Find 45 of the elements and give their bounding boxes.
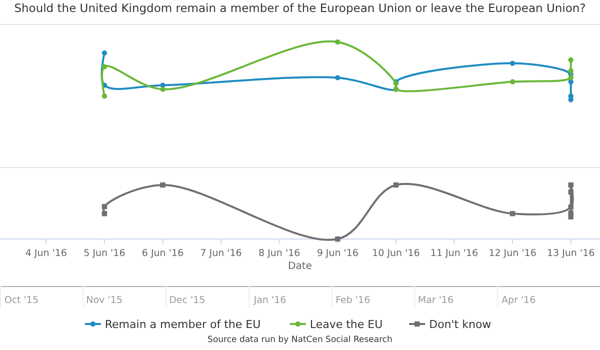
- x-axis-title: Date: [288, 261, 312, 272]
- point: [102, 204, 108, 210]
- chart-title: Should the United Kingdom remain a member of the European Union or leave the European Union?: [14, 1, 586, 15]
- point: [510, 60, 516, 66]
- point: [102, 94, 108, 99]
- x-tick-label: 9 Jun '16: [316, 248, 358, 259]
- point: [568, 214, 574, 220]
- x-tick-label: 4 Jun '16: [25, 248, 67, 259]
- point: [102, 64, 108, 70]
- point: [568, 57, 574, 62]
- x-tick-label: 12 Jun '16: [488, 248, 536, 259]
- point: [102, 211, 108, 216]
- category-label: Jan '16: [252, 295, 286, 306]
- source-note: Source data run by NatCen Social Research: [208, 335, 392, 345]
- point: [510, 79, 516, 84]
- point: [160, 86, 166, 92]
- point: [568, 189, 574, 195]
- category-label: Nov '15: [86, 295, 122, 306]
- point: [568, 68, 574, 74]
- point: [393, 182, 399, 188]
- point: [568, 75, 574, 80]
- point: [510, 211, 516, 216]
- legend-label: Don't know: [429, 318, 492, 331]
- category-label: Oct '15: [4, 295, 39, 306]
- point: [335, 236, 340, 242]
- x-tick-label: 11 Jun '16: [430, 248, 478, 259]
- point: [568, 204, 574, 210]
- category-label: Apr '16: [501, 295, 536, 306]
- point: [568, 182, 574, 188]
- x-tick-label: 6 Jun '16: [142, 248, 184, 259]
- point: [335, 75, 340, 80]
- x-tick-label: 5 Jun '16: [84, 248, 126, 259]
- point: [102, 50, 108, 56]
- category-label: Dec '15: [169, 295, 206, 306]
- category-label: Mar '16: [418, 295, 454, 306]
- legend-label: Remain a member of the EU: [104, 318, 261, 331]
- point: [335, 39, 340, 45]
- x-tick-label: 10 Jun '16: [372, 248, 420, 259]
- point: [160, 182, 166, 188]
- category-label: Feb '16: [336, 295, 370, 306]
- point: [568, 97, 574, 102]
- x-tick-label: 7 Jun '16: [200, 248, 242, 259]
- legend-label: Leave the EU: [310, 318, 383, 331]
- x-tick-label: 13 Jun '16: [547, 248, 595, 259]
- x-tick-label: 8 Jun '16: [258, 248, 300, 259]
